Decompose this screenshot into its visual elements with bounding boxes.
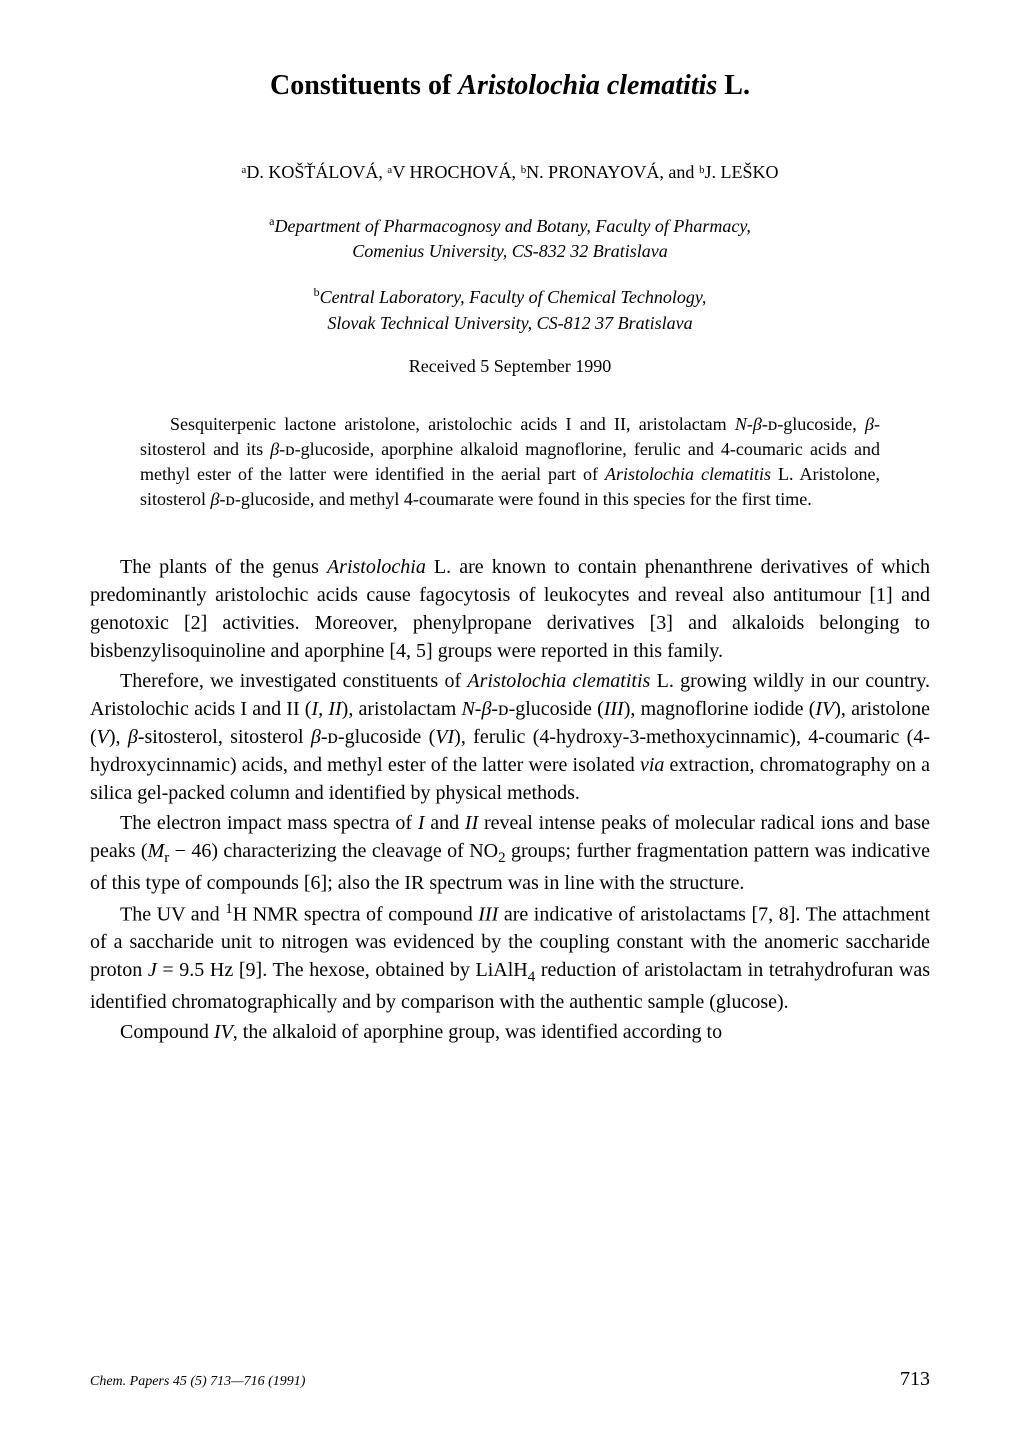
paragraph-4: The UV and 1H NMR spectra of compound II… [90, 899, 930, 1017]
authors-line: ᵃD. KOŠŤÁLOVÁ, ᵃV HROCHOVÁ, ᵇN. PRONAYOV… [90, 162, 930, 183]
paragraph-5: Compound IV, the alkaloid of aporphine g… [90, 1018, 930, 1046]
affiliation-1-line2: Comenius University, CS-832 32 Bratislav… [352, 241, 667, 261]
affiliation-2-line2: Slovak Technical University, CS-812 37 B… [327, 313, 692, 333]
affiliation-1: aDepartment of Pharmacognosy and Botany,… [90, 213, 930, 264]
paragraph-3: The electron impact mass spectra of I an… [90, 809, 930, 897]
page-footer: Chem. Papers 45 (5) 713—716 (1991) 713 [90, 1368, 930, 1391]
page-number: 713 [900, 1368, 930, 1391]
received-date: Received 5 September 1990 [90, 356, 930, 377]
abstract: Sesquiterpenic lactone aristolone, arist… [140, 412, 880, 513]
title-suffix: L. [717, 70, 750, 101]
affiliation-2-line1: Central Laboratory, Faculty of Chemical … [320, 287, 707, 307]
paragraph-1: The plants of the genus Aristolochia L. … [90, 553, 930, 665]
paragraph-2: Therefore, we investigated constituents … [90, 667, 930, 807]
article-title: Constituents of Aristolochia clematitis … [90, 70, 930, 102]
title-species: Aristolochia clematitis [458, 70, 717, 101]
journal-citation: Chem. Papers 45 (5) 713—716 (1991) [90, 1374, 305, 1390]
affiliation-1-line1: Department of Pharmacognosy and Botany, … [274, 216, 750, 236]
title-prefix: Constituents of [270, 70, 458, 101]
affiliation-2: bCentral Laboratory, Faculty of Chemical… [90, 284, 930, 335]
body-text: The plants of the genus Aristolochia L. … [90, 553, 930, 1047]
